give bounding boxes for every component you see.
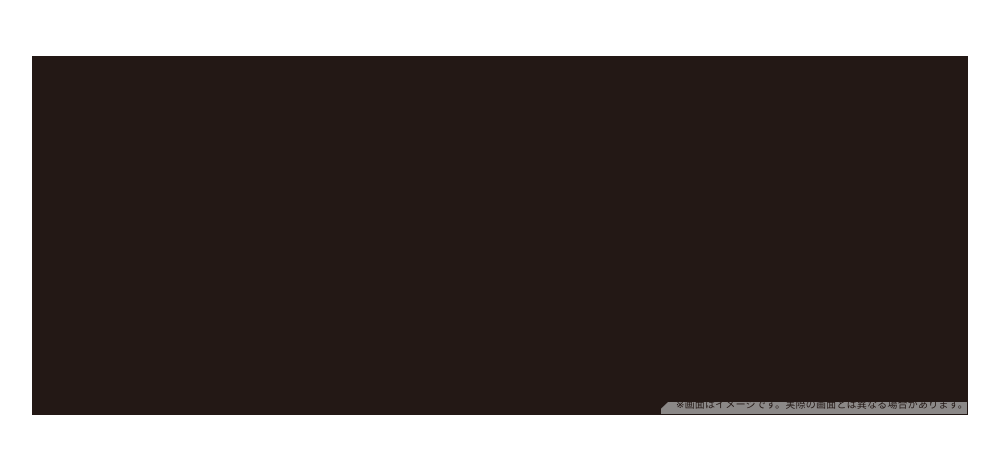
- image-caption-text: ※画面はイメージです。実際の画面とは異なる場合があります。: [676, 400, 968, 411]
- image-caption-band: ※画面はイメージです。実際の画面とは異なる場合があります。: [661, 402, 967, 414]
- dark-hero-image: ※画面はイメージです。実際の画面とは異なる場合があります。: [32, 56, 968, 415]
